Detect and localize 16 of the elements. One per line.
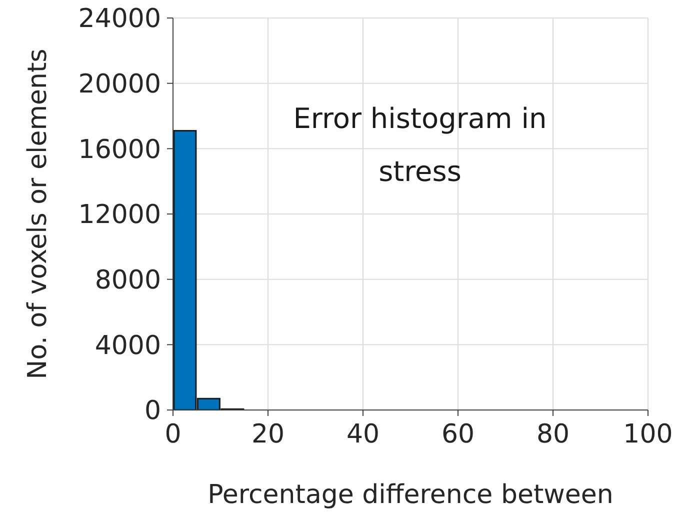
y-tick-label: 4000 <box>94 330 161 361</box>
x-tick-label: 100 <box>623 419 673 450</box>
annotation: Error histogram in stress <box>292 101 548 190</box>
y-axis-title: No. of voxels or elements <box>23 48 54 380</box>
x-tick-label: 20 <box>251 419 285 450</box>
y-tick-label: 12000 <box>78 200 161 230</box>
x-tick-label: 80 <box>536 419 570 450</box>
x-tick-label: 60 <box>441 419 475 450</box>
y-tick-label: 24000 <box>78 4 161 34</box>
y-tick-label: 16000 <box>78 134 161 165</box>
x-axis-title: Percentage difference between <box>208 480 614 510</box>
y-tick-label: 8000 <box>94 266 161 296</box>
y-tick-label: 0 <box>144 396 161 426</box>
x-tick-label: 0 <box>164 419 182 450</box>
x-tick-label: 40 <box>346 419 380 450</box>
y-tick-label: 20000 <box>78 70 161 100</box>
